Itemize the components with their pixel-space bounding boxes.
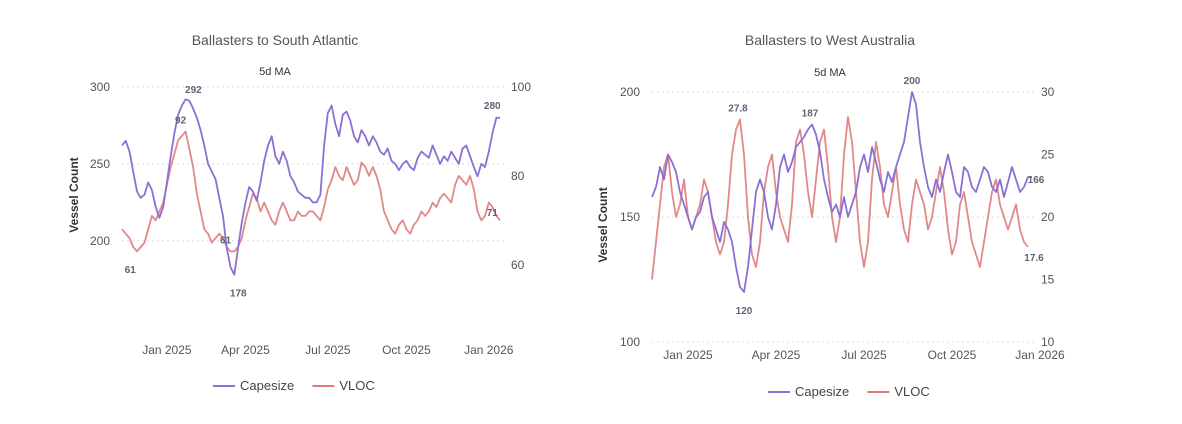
y-left-tick-label: 250 — [90, 157, 110, 171]
y-right-tick-label: 15 — [1041, 273, 1055, 287]
x-tick-label: Apr 2025 — [752, 348, 801, 362]
y-right-tick-label: 80 — [511, 169, 525, 183]
y-axis-title: Vessel Count — [67, 157, 81, 232]
x-tick-label: Jan 2025 — [663, 348, 713, 362]
chart-title: Ballasters to South Atlantic — [192, 32, 359, 48]
y-right-tick-label: 25 — [1041, 148, 1055, 162]
legend-label-capesize: Capesize — [240, 378, 294, 393]
y-right-tick-label: 30 — [1041, 85, 1055, 99]
data-label: 61 — [125, 265, 137, 276]
data-label: 17.6 — [1024, 253, 1044, 264]
y-right-tick-label: 10 — [1041, 335, 1055, 349]
chart-title: Ballasters to West Australia — [745, 32, 915, 48]
data-label: 71 — [487, 208, 499, 219]
series-line-capesize — [651, 91, 1032, 293]
data-label: 61 — [220, 235, 232, 246]
data-label: 187 — [802, 109, 819, 120]
series-line-capesize — [121, 98, 500, 276]
data-label: 27.8 — [728, 104, 748, 115]
x-tick-label: Jul 2025 — [305, 343, 351, 357]
data-label: 120 — [736, 306, 753, 317]
y-axis-title: Vessel Count — [596, 187, 610, 262]
x-tick-label: Jan 2025 — [142, 343, 192, 357]
chart-south-atlantic-svg: Ballasters to South Atlantic 5d MA 200 250 3… — [67, 32, 531, 393]
chart-south-atlantic: Ballasters to South Atlantic 5d MA 200 250 3… — [0, 0, 560, 424]
x-tick-label: Jan 2026 — [464, 343, 514, 357]
y-left-tick-label: 300 — [90, 80, 110, 94]
x-tick-label: Apr 2025 — [221, 343, 270, 357]
y-left-tick-label: 200 — [620, 85, 640, 99]
y-left-tick-label: 100 — [620, 335, 640, 349]
x-tick-label: Jul 2025 — [841, 348, 887, 362]
y-left-tick-label: 150 — [620, 210, 640, 224]
data-label: 292 — [185, 85, 202, 96]
chart-subtitle: 5d MA — [259, 66, 291, 78]
legend-label-vloc: VLOC — [894, 384, 929, 399]
legend-label-capesize: Capesize — [795, 384, 849, 399]
data-label: 280 — [484, 101, 501, 112]
chart-west-australia: Ballasters to West Australia 5d MA 100 150 2… — [585, 0, 1182, 424]
y-right-tick-label: 100 — [511, 80, 531, 94]
y-left-tick-label: 200 — [90, 234, 110, 248]
legend-label-vloc: VLOC — [339, 378, 374, 393]
x-tick-label: Oct 2025 — [928, 348, 977, 362]
y-right-tick-label: 20 — [1041, 210, 1055, 224]
chart-west-australia-svg: Ballasters to West Australia 5d MA 100 150 2… — [596, 32, 1065, 399]
data-label: 166 — [1028, 175, 1045, 186]
x-tick-label: Jan 2026 — [1015, 348, 1065, 362]
data-label: 178 — [230, 289, 247, 300]
x-tick-label: Oct 2025 — [382, 343, 431, 357]
data-label: 92 — [175, 115, 187, 126]
series-line-vloc — [121, 130, 501, 253]
chart-subtitle: 5d MA — [814, 67, 846, 79]
data-label: 200 — [904, 76, 921, 87]
y-right-tick-label: 60 — [511, 258, 525, 272]
